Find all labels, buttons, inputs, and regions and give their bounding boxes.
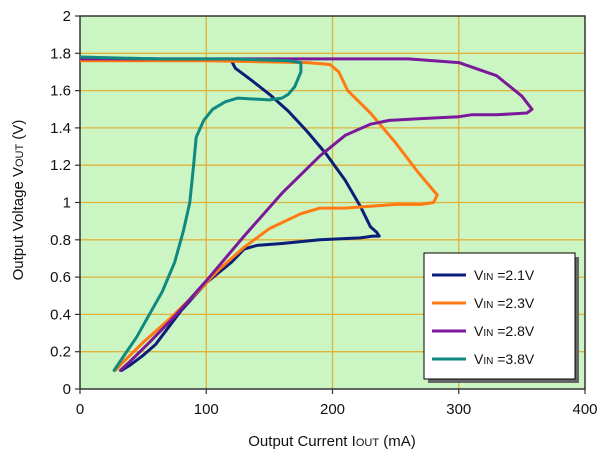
y-tick-label-1: 1 — [63, 195, 71, 212]
legend-label-4: VIN =3.8V — [474, 351, 535, 367]
x-tick-label-200: 200 — [320, 401, 345, 418]
x-tick-label-400: 400 — [572, 401, 597, 418]
y-tick-label-0_6: 0.6 — [50, 269, 71, 286]
y-tick-label-1_6: 1.6 — [50, 83, 71, 100]
y-tick-label-2: 2 — [63, 8, 71, 25]
axes-layer: 0 100 200 300 400 0 0.2 0.4 0.6 0.8 1 1.2 1.4 1.6 1.8 2… — [50, 8, 597, 418]
legend-label-2: VIN =2.3V — [474, 295, 535, 311]
series-line-3 — [80, 57, 534, 372]
x-tick-label-0: 0 — [76, 401, 84, 418]
legend-label-1: VIN =2.1V — [474, 267, 535, 283]
x-tick-label-100: 100 — [194, 401, 219, 418]
y-tick-label-0: 0 — [63, 381, 71, 398]
x-tick-label-300: 300 — [446, 401, 471, 418]
y-tick-label-1_2: 1.2 — [50, 157, 71, 174]
y-tick-label-0_2: 0.2 — [50, 344, 71, 361]
y-axis-title: Output Voltage VOUT (V) — [10, 120, 27, 281]
x-axis-title: Output Current IOUT (mA) — [248, 433, 415, 450]
y-tick-label-0_4: 0.4 — [50, 306, 71, 323]
y-tick-label-1_8: 1.8 — [50, 45, 71, 62]
series-group — [80, 55, 534, 372]
series-line-4 — [80, 55, 303, 372]
y-tick-label-1_4: 1.4 — [50, 120, 71, 137]
legend-label-3: VIN =2.8V — [474, 323, 535, 339]
y-tick-label-0_8: 0.8 — [50, 232, 71, 249]
